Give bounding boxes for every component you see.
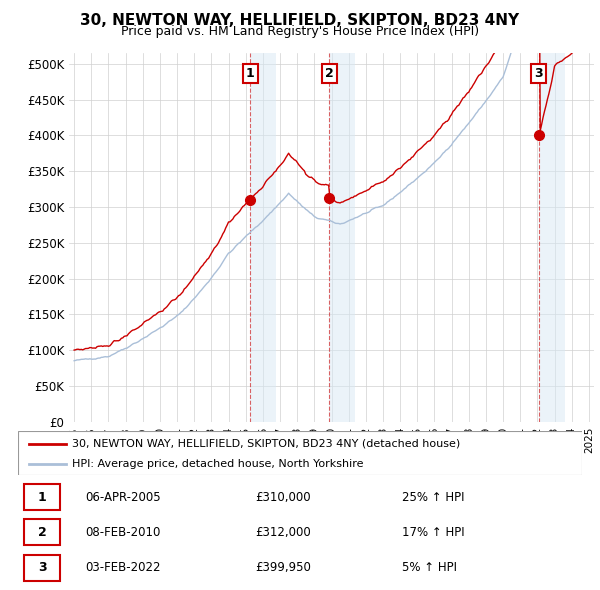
Text: 1: 1	[246, 67, 255, 80]
Bar	[250, 53, 276, 422]
Text: 5% ↑ HPI: 5% ↑ HPI	[401, 561, 457, 575]
Text: £399,950: £399,950	[255, 561, 311, 575]
Text: 17% ↑ HPI: 17% ↑ HPI	[401, 526, 464, 539]
Bar	[23, 484, 61, 510]
Text: 2: 2	[38, 526, 47, 539]
Text: £310,000: £310,000	[255, 490, 311, 504]
Text: Price paid vs. HM Land Registry's House Price Index (HPI): Price paid vs. HM Land Registry's House …	[121, 25, 479, 38]
Text: HPI: Average price, detached house, North Yorkshire: HPI: Average price, detached house, Nort…	[71, 459, 363, 469]
Bar	[329, 53, 355, 422]
Bar	[539, 53, 565, 422]
Text: 03-FEB-2022: 03-FEB-2022	[86, 561, 161, 575]
Text: 3: 3	[38, 561, 47, 575]
Text: 2: 2	[325, 67, 334, 80]
Text: 30, NEWTON WAY, HELLIFIELD, SKIPTON, BD23 4NY (detached house): 30, NEWTON WAY, HELLIFIELD, SKIPTON, BD2…	[71, 439, 460, 449]
Text: 06-APR-2005: 06-APR-2005	[86, 490, 161, 504]
Text: 25% ↑ HPI: 25% ↑ HPI	[401, 490, 464, 504]
Text: £312,000: £312,000	[255, 526, 311, 539]
Text: 08-FEB-2010: 08-FEB-2010	[86, 526, 161, 539]
Bar	[23, 520, 61, 545]
Bar	[23, 555, 61, 581]
Text: 1: 1	[38, 490, 47, 504]
Text: 3: 3	[535, 67, 543, 80]
Text: 30, NEWTON WAY, HELLIFIELD, SKIPTON, BD23 4NY: 30, NEWTON WAY, HELLIFIELD, SKIPTON, BD2…	[80, 13, 520, 28]
